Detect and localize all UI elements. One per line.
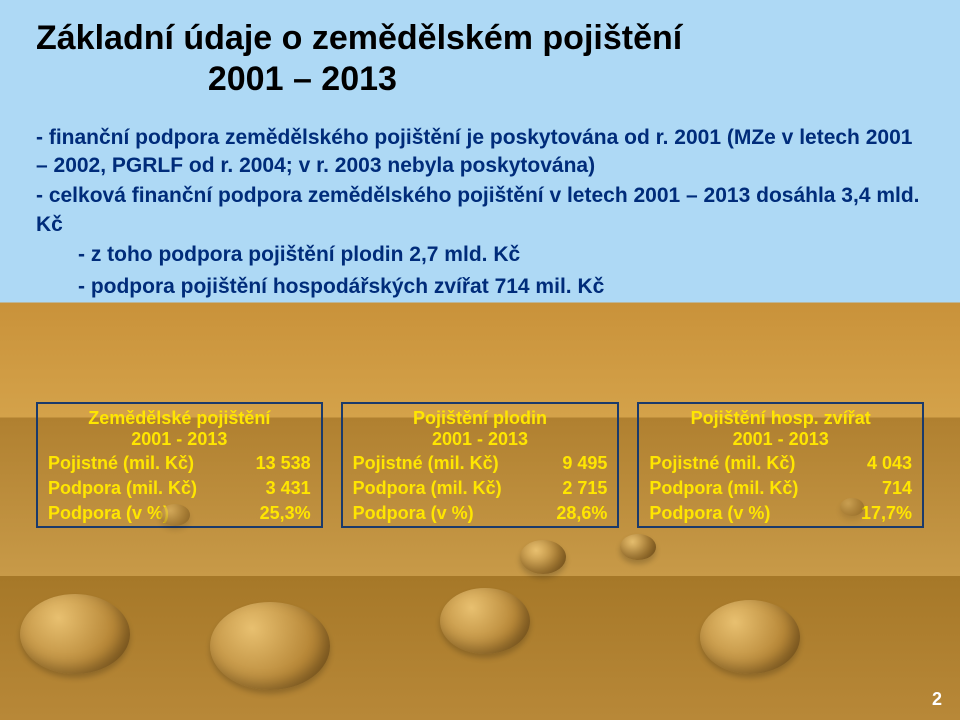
row-value: 9 495 [562, 453, 607, 474]
row-value: 28,6% [556, 503, 607, 524]
bullet-1: - finanční podpora zemědělského pojištěn… [36, 124, 924, 181]
table-row: Pojistné (mil. Kč) 4 043 [639, 451, 922, 476]
table-crops-title2: 2001 - 2013 [353, 429, 608, 450]
row-label: Pojistné (mil. Kč) [353, 453, 499, 474]
table-row: Pojistné (mil. Kč) 9 495 [343, 451, 618, 476]
hay-bale-icon [520, 540, 566, 574]
hay-bale-icon [440, 588, 530, 654]
table-row: Podpora (v %) 28,6% [343, 501, 618, 526]
table-livestock: Pojištění hosp. zvířat 2001 - 2013 Pojis… [637, 402, 924, 528]
hay-bale-icon [840, 498, 864, 516]
title-line1: Základní údaje o zemědělském pojištění [36, 19, 682, 57]
row-value: 17,7% [861, 503, 912, 524]
bullet-2a: - z toho podpora pojištění plodin 2,7 ml… [36, 241, 924, 269]
page-title: Základní údaje o zemědělském pojištění 2… [36, 18, 924, 100]
row-label: Pojistné (mil. Kč) [649, 453, 795, 474]
table-row: Podpora (mil. Kč) 3 431 [38, 476, 321, 501]
bullet-block: - finanční podpora zemědělského pojištěn… [36, 124, 924, 302]
row-value: 2 715 [562, 478, 607, 499]
row-value: 13 538 [256, 453, 311, 474]
table-agri-title2: 2001 - 2013 [48, 429, 311, 450]
hay-bale-icon [700, 600, 800, 674]
row-value: 714 [882, 478, 912, 499]
row-label: Podpora (mil. Kč) [353, 478, 502, 499]
row-value: 25,3% [260, 503, 311, 524]
row-label: Podpora (v %) [48, 503, 169, 524]
table-livestock-title2: 2001 - 2013 [649, 429, 912, 450]
table-row: Pojistné (mil. Kč) 13 538 [38, 451, 321, 476]
row-value: 3 431 [266, 478, 311, 499]
row-label: Podpora (v %) [353, 503, 474, 524]
title-line2: 2001 – 2013 [36, 59, 569, 100]
row-value: 4 043 [867, 453, 912, 474]
table-livestock-title: Pojištění hosp. zvířat 2001 - 2013 [639, 404, 922, 451]
table-row: Podpora (mil. Kč) 714 [639, 476, 922, 501]
row-label: Podpora (mil. Kč) [649, 478, 798, 499]
table-crops: Pojištění plodin 2001 - 2013 Pojistné (m… [341, 402, 620, 528]
table-crops-title1: Pojištění plodin [413, 408, 547, 428]
hay-bale-icon [620, 534, 656, 560]
table-agri-title1: Zemědělské pojištění [88, 408, 270, 428]
row-label: Podpora (v %) [649, 503, 770, 524]
row-label: Pojistné (mil. Kč) [48, 453, 194, 474]
hay-bale-icon [160, 504, 190, 526]
bullet-2b: - podpora pojištění hospodářských zvířat… [36, 273, 924, 301]
table-livestock-title1: Pojištění hosp. zvířat [691, 408, 871, 428]
row-label: Podpora (mil. Kč) [48, 478, 197, 499]
table-agri-title: Zemědělské pojištění 2001 - 2013 [38, 404, 321, 451]
table-row: Podpora (mil. Kč) 2 715 [343, 476, 618, 501]
table-crops-title: Pojištění plodin 2001 - 2013 [343, 404, 618, 451]
bullet-2: - celková finanční podpora zemědělského … [36, 182, 924, 239]
table-row: Podpora (v %) 17,7% [639, 501, 922, 526]
page-number: 2 [932, 689, 942, 710]
hay-bale-icon [210, 602, 330, 690]
hay-bale-icon [20, 594, 130, 674]
